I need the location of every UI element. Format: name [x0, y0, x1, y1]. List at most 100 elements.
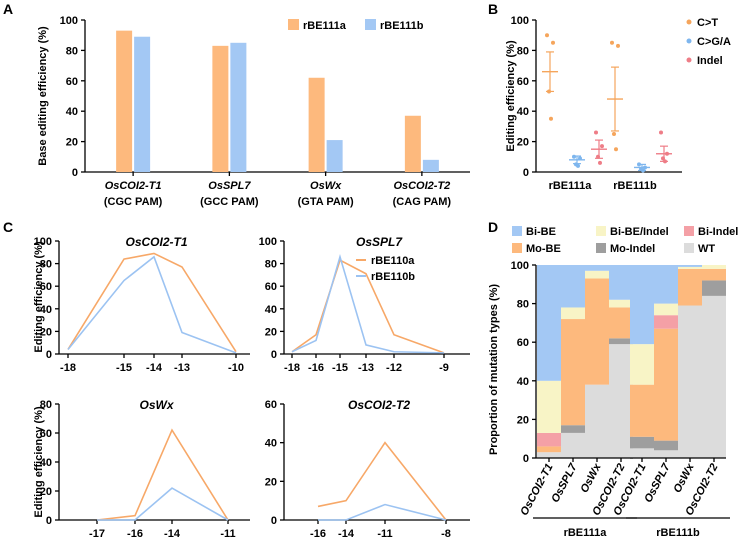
d-legend-label-4: Mo-Indel — [610, 243, 655, 255]
c3-x-tick-label: -16 — [127, 528, 143, 540]
c3-y-tick-label: 80 — [40, 399, 52, 411]
c1-y-tick-label: 60 — [40, 281, 52, 293]
d-bar-1-3-mo-be — [702, 268, 726, 281]
c1-x-tick-label: -10 — [228, 362, 244, 374]
d-bar-1-1-mo-indel — [654, 440, 678, 451]
d-bar-1-0-wt — [630, 448, 654, 458]
a-y-axis-label: Base editing efficiency (%) — [37, 26, 49, 166]
c3-line-rbe110a — [96, 428, 229, 521]
a-x-tick-label: OsSPL7 — [208, 180, 251, 192]
b-point-1-0-0 — [572, 154, 576, 159]
b-point-0-1-2 — [612, 132, 616, 136]
c4-x-tick-label: -11 — [377, 528, 392, 540]
b-x-tick-label: rBE111b — [613, 180, 657, 192]
d-bar-0-1-mo-indel — [561, 425, 585, 433]
a-legend-label-rbe111a: rBE111a — [303, 20, 347, 32]
d-legend-swatch-5 — [684, 243, 694, 253]
a-y-tick-label: 40 — [66, 106, 78, 118]
d-y-tick-label: 100 — [511, 260, 529, 272]
d-bar-0-0-bi-be-indel — [537, 380, 561, 433]
d-bar-0-3-bi-be-indel — [609, 299, 633, 308]
a-x-tick-label: OsCOI2-T1 — [105, 180, 162, 192]
panel-b: 0 20 40 60 80 100 Editing efficiency (%) rBE111… — [505, 15, 731, 192]
a-y-tick-label: 80 — [66, 45, 78, 57]
c4-x-tick-label: -8 — [441, 528, 451, 540]
a-bar-rbe111a-1 — [212, 45, 229, 173]
d-bar-1-3-mo-indel — [702, 280, 726, 296]
c4-x-tick-label: -14 — [338, 528, 355, 540]
b-y-tick-label: 60 — [517, 76, 529, 88]
c2-line-rbe110a — [291, 259, 445, 354]
a-x-tick-pam: (GTA PAM) — [298, 196, 354, 208]
d-bar-1-2-bi-be — [678, 265, 702, 267]
b-point-0-0-1 — [551, 40, 555, 45]
d-y-tick-label: 80 — [517, 299, 529, 311]
c2-title: OsSPL7 — [356, 235, 403, 249]
c3-y-tick-label: 20 — [40, 486, 52, 498]
c2-y-tick-label: 100 — [259, 236, 277, 248]
b-point-2-0-0 — [594, 130, 598, 135]
d-bar-0-0-wt — [537, 452, 561, 458]
d-bar-1-2-wt — [678, 305, 702, 458]
d-bar-1-1-bi-be — [654, 265, 678, 304]
d-x-tick-label: OsWx — [578, 461, 604, 495]
c1-title: OsCOI2-T1 — [125, 235, 187, 249]
c4-line-rbe110b — [318, 503, 447, 521]
d-group-label-1: rBE111b — [656, 527, 700, 539]
d-y-axis-label: Proportion of mutation types (%) — [488, 284, 500, 455]
c4-line-rbe110a — [317, 441, 447, 521]
b-point-0-0-0 — [545, 33, 549, 38]
c3-y-tick-label: 0 — [46, 515, 52, 527]
d-bar-1-3-bi-be-indel — [702, 265, 726, 269]
d-bar-1-1-mo-be — [654, 328, 678, 441]
d-bar-1-2-mo-be — [678, 268, 702, 306]
d-legend-label-0: Bi-BE — [526, 226, 556, 238]
c3-y-tick-label: 40 — [40, 457, 52, 469]
panel-d: 0 20 40 60 80 100 Proportion of mutation types… — [488, 226, 738, 539]
c1-x-tick-label: -15 — [116, 362, 132, 374]
b-x-tick-label: rBE111a — [549, 180, 593, 192]
d-bar-0-2-bi-be-indel — [585, 270, 609, 279]
d-bar-0-1-wt — [561, 432, 585, 458]
d-y-tick-label: 60 — [517, 337, 529, 349]
c1-x-tick-label: -14 — [146, 362, 163, 374]
d-y-tick-label: 20 — [517, 414, 529, 426]
a-x-tick-label: OsCOI2-T2 — [393, 180, 450, 192]
panel-letter-a: A — [3, 1, 13, 17]
d-bar-0-3-bi-be — [609, 265, 633, 300]
a-bar-rbe111b-2 — [326, 140, 343, 172]
c1-y-tick-label: 40 — [40, 304, 52, 316]
b-point-2-0-3 — [598, 160, 602, 165]
d-legend-swatch-4 — [596, 243, 606, 253]
a-x-tick-pam: (GCC PAM) — [200, 196, 259, 208]
d-legend-label-5: WT — [698, 243, 715, 255]
b-point-2-1-0 — [659, 130, 663, 135]
b-point-2-0-1 — [600, 144, 604, 149]
d-bar-0-2-bi-be — [585, 265, 609, 271]
d-bar-1-3-wt — [702, 295, 726, 458]
a-x-tick-label: OsWx — [310, 180, 342, 192]
d-bar-0-3-mo-be — [609, 307, 633, 339]
c1-y-tick-label: 20 — [40, 326, 52, 338]
d-bar-1-1-wt — [654, 450, 678, 458]
panel-letter-c: C — [3, 219, 13, 235]
d-bar-1-0-bi-be — [630, 265, 654, 345]
c3-line-rbe110b — [97, 487, 229, 521]
d-legend-label-2: Bi-Indel — [698, 226, 738, 238]
c1-x-tick-label: -18 — [60, 362, 76, 374]
d-bar-0-0-bi-be — [537, 265, 561, 381]
panel-c: 0 20 40 60 80 100 -18 -15 -14 -13 -10 OsCOI2-T1 0 20 4… — [33, 235, 470, 540]
a-y-tick-label: 100 — [60, 15, 78, 27]
a-bar-rbe111a-3 — [404, 115, 421, 172]
c2-x-tick-label: -9 — [439, 362, 449, 374]
panel-letter-d: D — [488, 219, 498, 235]
c2-line-rbe110b — [291, 253, 445, 354]
b-legend-label-1: C>G/A — [697, 36, 731, 48]
c2-y-tick-label: 80 — [265, 259, 277, 271]
b-legend-marker-0 — [686, 19, 692, 25]
d-bar-0-2-mo-be — [585, 278, 609, 385]
a-x-tick-pam: (CGC PAM) — [104, 196, 163, 208]
d-bar-0-0-bi-indel — [537, 432, 561, 447]
c3-x-tick-label: -11 — [220, 528, 235, 540]
d-legend-label-1: Bi-BE/Indel — [610, 226, 669, 238]
